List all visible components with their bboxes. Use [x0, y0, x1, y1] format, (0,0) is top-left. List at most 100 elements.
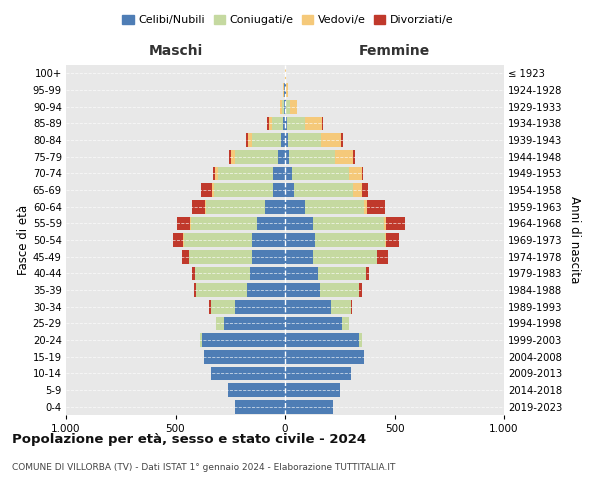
Bar: [216, 316, 224, 330]
Bar: [290, 100, 297, 114]
Bar: [287, 116, 305, 130]
Bar: [191, 216, 257, 230]
Bar: [285, 233, 314, 247]
Bar: [294, 183, 353, 197]
Bar: [252, 133, 281, 147]
Bar: [322, 116, 323, 130]
Bar: [364, 200, 367, 213]
Bar: [232, 150, 235, 164]
Bar: [367, 200, 385, 213]
Text: Femmine: Femmine: [359, 44, 430, 59]
Bar: [211, 300, 235, 314]
Bar: [211, 366, 285, 380]
Bar: [377, 250, 388, 264]
Bar: [289, 150, 335, 164]
Bar: [285, 383, 340, 397]
Bar: [212, 183, 214, 197]
Bar: [331, 300, 350, 314]
Bar: [366, 266, 370, 280]
Bar: [286, 100, 290, 114]
Bar: [248, 133, 252, 147]
Bar: [182, 250, 188, 264]
Bar: [200, 183, 212, 197]
Bar: [285, 300, 331, 314]
Bar: [313, 250, 377, 264]
Bar: [359, 283, 362, 297]
Bar: [184, 233, 252, 247]
Bar: [305, 200, 364, 213]
Y-axis label: Anni di nascita: Anni di nascita: [568, 196, 581, 284]
Y-axis label: Fasce di età: Fasce di età: [17, 205, 30, 275]
Bar: [229, 150, 232, 164]
Bar: [321, 133, 341, 147]
Bar: [292, 166, 349, 180]
Bar: [257, 216, 285, 230]
Bar: [218, 166, 273, 180]
Bar: [283, 116, 285, 130]
Bar: [272, 116, 283, 130]
Bar: [209, 300, 211, 314]
Bar: [235, 400, 285, 413]
Bar: [349, 166, 362, 180]
Bar: [342, 316, 349, 330]
Bar: [285, 350, 364, 364]
Bar: [183, 233, 184, 247]
Bar: [285, 150, 289, 164]
Bar: [224, 316, 285, 330]
Bar: [320, 283, 359, 297]
Bar: [285, 283, 320, 297]
Bar: [206, 200, 265, 213]
Bar: [269, 116, 272, 130]
Bar: [213, 166, 215, 180]
Bar: [285, 333, 359, 347]
Bar: [247, 283, 285, 297]
Bar: [341, 133, 343, 147]
Bar: [250, 266, 285, 280]
Bar: [353, 183, 362, 197]
Legend: Celibi/Nubili, Coniugati/e, Vedovi/e, Divorziati/e: Celibi/Nubili, Coniugati/e, Vedovi/e, Di…: [118, 10, 458, 30]
Bar: [350, 300, 352, 314]
Bar: [284, 83, 285, 97]
Text: Popolazione per età, sesso e stato civile - 2024: Popolazione per età, sesso e stato civil…: [12, 432, 366, 446]
Bar: [190, 216, 191, 230]
Bar: [285, 133, 288, 147]
Bar: [268, 116, 269, 130]
Bar: [335, 150, 353, 164]
Bar: [285, 316, 342, 330]
Bar: [194, 283, 196, 297]
Bar: [318, 266, 366, 280]
Bar: [196, 283, 247, 297]
Bar: [188, 250, 252, 264]
Bar: [285, 83, 286, 97]
Bar: [285, 400, 333, 413]
Bar: [383, 216, 386, 230]
Bar: [386, 233, 399, 247]
Bar: [386, 216, 406, 230]
Bar: [285, 250, 313, 264]
Bar: [252, 233, 285, 247]
Bar: [282, 100, 284, 114]
Bar: [246, 133, 248, 147]
Bar: [353, 150, 355, 164]
Bar: [195, 266, 250, 280]
Bar: [305, 116, 322, 130]
Bar: [285, 366, 350, 380]
Bar: [176, 216, 190, 230]
Bar: [214, 183, 273, 197]
Bar: [314, 233, 385, 247]
Bar: [192, 200, 205, 213]
Bar: [173, 233, 183, 247]
Bar: [362, 183, 368, 197]
Bar: [385, 233, 386, 247]
Bar: [228, 383, 285, 397]
Bar: [200, 333, 202, 347]
Bar: [285, 266, 318, 280]
Bar: [285, 166, 292, 180]
Bar: [235, 300, 285, 314]
Bar: [281, 133, 285, 147]
Bar: [202, 333, 285, 347]
Bar: [285, 100, 286, 114]
Bar: [192, 266, 195, 280]
Bar: [215, 166, 218, 180]
Bar: [252, 250, 285, 264]
